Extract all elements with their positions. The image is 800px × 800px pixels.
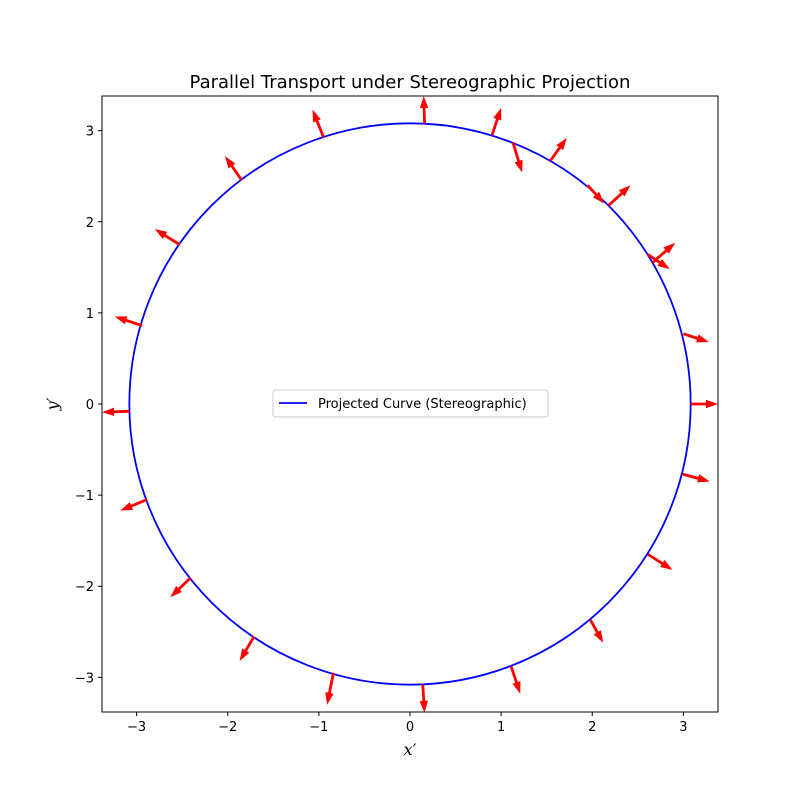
vector-arrow — [419, 684, 428, 713]
vector-arrow — [170, 577, 192, 598]
vector-arrow — [114, 316, 143, 327]
vector-arrow — [509, 666, 521, 694]
vector-arrow — [120, 498, 148, 511]
vector-field — [102, 96, 718, 713]
vector-arrow — [651, 242, 676, 264]
vector-arrow — [419, 96, 429, 124]
legend-entry: Projected Curve (Stereographic) — [318, 397, 527, 412]
x-tick-label: −2 — [218, 720, 237, 735]
x-tick-label: −1 — [309, 720, 328, 735]
vector-arrow — [325, 672, 335, 705]
vector-arrow — [490, 107, 502, 136]
vector-arrow — [682, 332, 709, 343]
y-tick-label: −1 — [75, 489, 94, 504]
y-tick-label: 2 — [86, 216, 94, 231]
vector-arrow — [154, 229, 181, 246]
y-tick-label: −3 — [75, 671, 94, 686]
y-tick-label: −2 — [75, 580, 94, 595]
vector-arrow — [589, 619, 604, 643]
legend: Projected Curve (Stereographic) — [272, 389, 549, 418]
vector-arrow — [239, 635, 256, 661]
y-tick-label: 1 — [86, 307, 94, 322]
vector-arrow — [511, 142, 523, 173]
vector-arrow — [312, 109, 325, 138]
chart-title: Parallel Transport under Stereographic P… — [190, 72, 631, 93]
x-tick-label: 1 — [497, 720, 505, 735]
x-axis-ticks: −3 −2 −1 0 1 2 3 — [127, 712, 688, 735]
y-axis-ticks: −3 −2 −1 0 1 2 3 — [75, 125, 102, 686]
x-tick-label: 2 — [588, 720, 596, 735]
y-axis-label: y′ — [43, 397, 62, 411]
x-axis-label: x′ — [404, 740, 417, 759]
x-tick-label: −3 — [127, 720, 146, 735]
y-tick-label: 0 — [86, 398, 94, 413]
vector-arrow — [647, 253, 670, 270]
vector-arrow — [647, 553, 673, 570]
x-tick-label: 0 — [406, 720, 414, 735]
vector-arrow — [549, 137, 567, 162]
vector-arrow — [102, 407, 130, 416]
plot-area: −3 −2 −1 0 1 2 3 −3 −2 −1 0 1 2 3 — [75, 95, 719, 735]
y-tick-label: 3 — [86, 125, 94, 140]
vector-arrow — [607, 185, 631, 207]
vector-arrow — [586, 184, 605, 204]
vector-arrow — [682, 472, 710, 483]
x-tick-label: 3 — [679, 720, 687, 735]
vector-arrow — [690, 399, 718, 409]
vector-arrow — [225, 156, 243, 181]
legend-box — [272, 389, 549, 418]
